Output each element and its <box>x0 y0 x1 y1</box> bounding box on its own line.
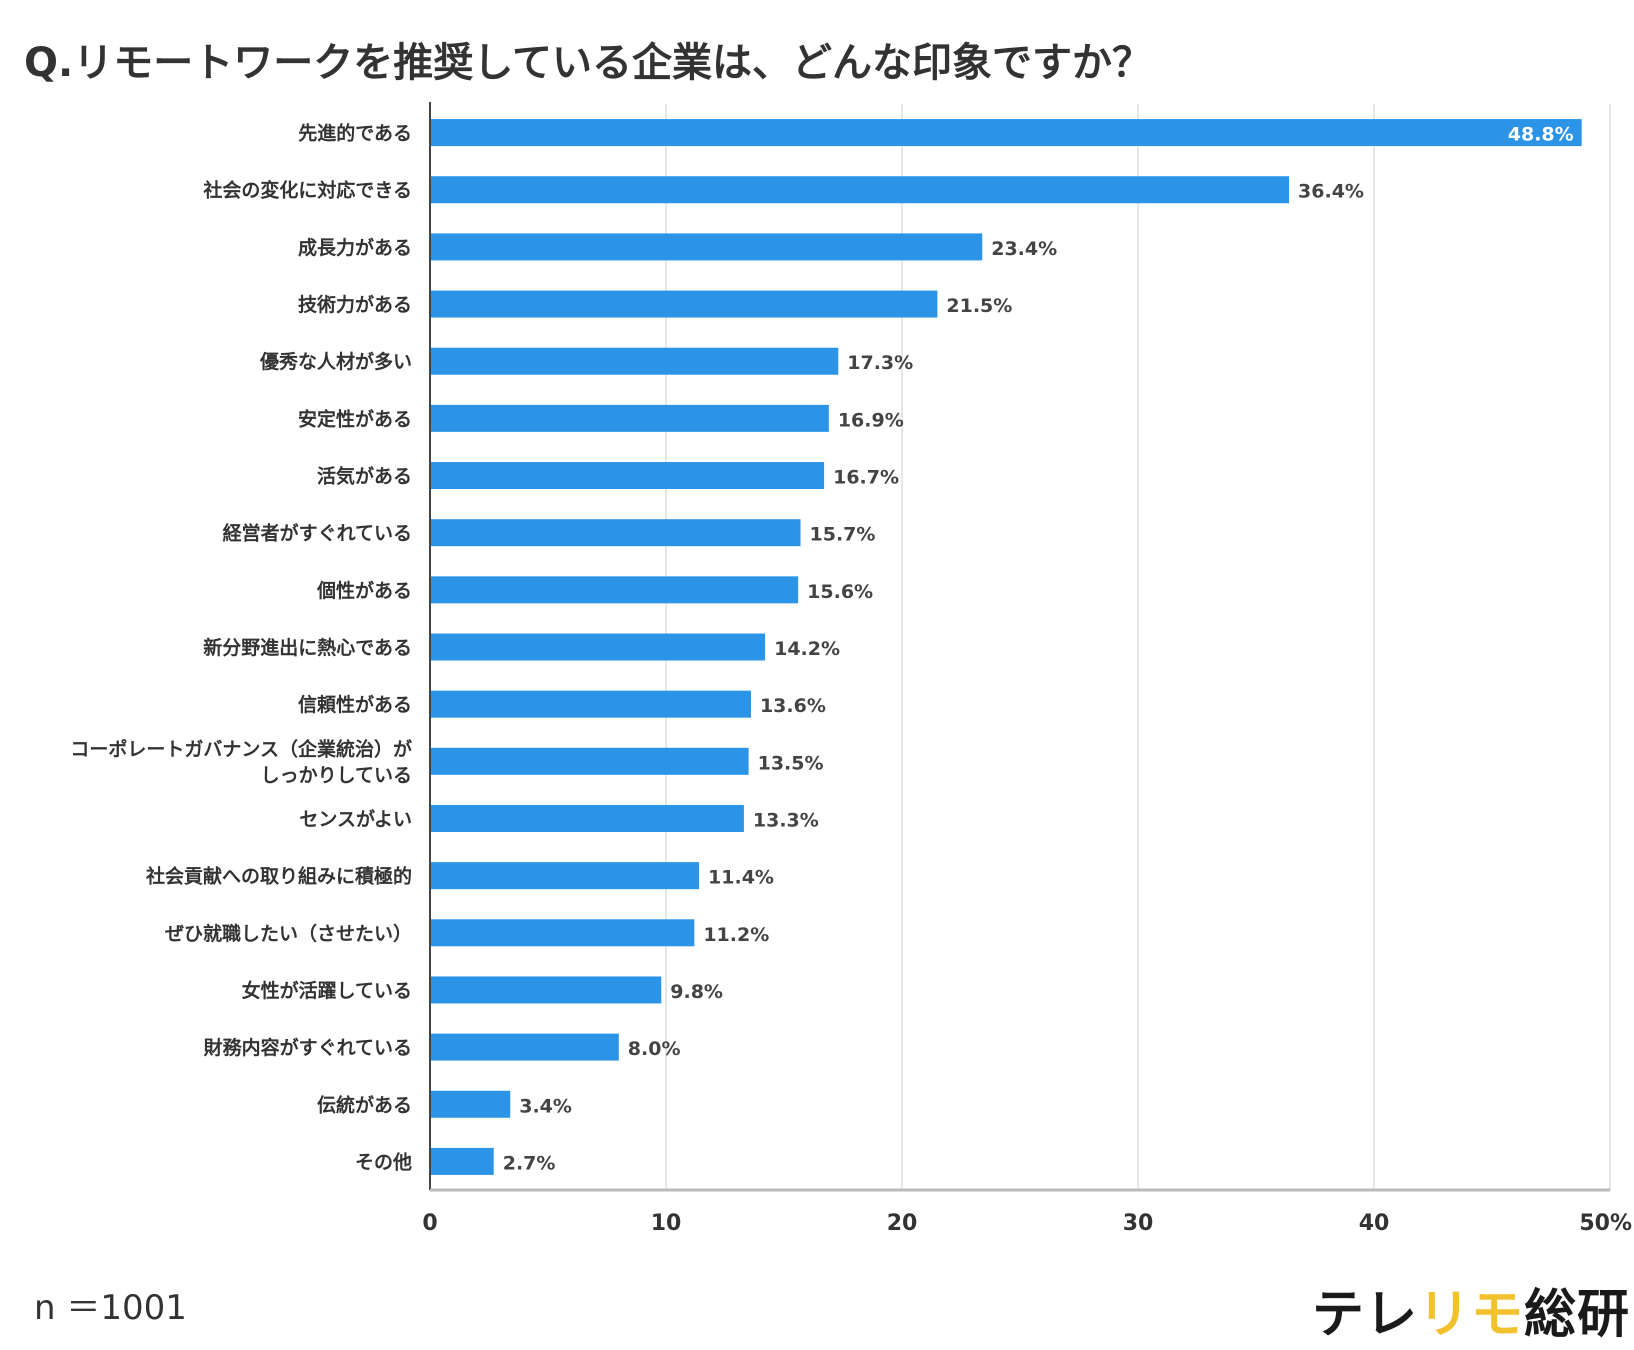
value-label: 11.4% <box>708 867 774 889</box>
bar <box>430 462 825 490</box>
category-label: コーポレートガバナンス（企業統治）が <box>70 737 412 760</box>
category-label: 優秀な人材が多い <box>259 350 412 373</box>
category-label: 新分野進出に熱心である <box>203 636 412 659</box>
bar <box>430 176 1290 204</box>
category-label: 成長力がある <box>298 236 412 259</box>
bar <box>430 633 766 661</box>
category-label: センスがよい <box>299 807 412 830</box>
category-label: ぜひ就職したい（させたい） <box>165 922 412 945</box>
sample-size: n ＝1001 <box>34 1288 187 1328</box>
category-label: 女性が活躍している <box>242 979 412 1002</box>
bar <box>430 862 700 890</box>
category-label: 経営者がすぐれている <box>223 522 412 545</box>
category-label: 技術力がある <box>298 293 412 316</box>
value-label: 13.3% <box>753 809 819 831</box>
bar <box>430 404 829 432</box>
bar <box>430 519 801 547</box>
x-tick-label: 40 <box>1359 1211 1390 1236</box>
x-tick-labels: 0 10 20 30 40 50% <box>422 1211 1632 1236</box>
bar-chart: 先進的である社会の変化に対応できる成長力がある技術力がある優秀な人材が多い安定性… <box>70 102 1632 1236</box>
bar <box>430 747 749 775</box>
value-label: 9.8% <box>670 981 723 1003</box>
logo-part-3: 総研 <box>1523 1285 1630 1345</box>
x-tick-label: 10 <box>651 1211 682 1236</box>
logo-part-2: リモ <box>1417 1285 1524 1345</box>
value-label: 48.8% <box>1508 124 1574 146</box>
bar <box>430 290 938 318</box>
value-label: 17.3% <box>847 352 913 374</box>
value-label: 15.7% <box>810 524 876 546</box>
bar <box>430 690 751 718</box>
value-label: 16.9% <box>838 409 904 431</box>
category-labels: 先進的である社会の変化に対応できる成長力がある技術力がある優秀な人材が多い安定性… <box>70 122 412 1174</box>
category-label: 財務内容がすぐれている <box>204 1036 412 1059</box>
x-tick-label: 20 <box>887 1211 918 1236</box>
category-label: その他 <box>355 1150 412 1173</box>
chart-title: Q.リモートワークを推奨している企業は、どんな印象ですか？ <box>24 40 1152 86</box>
value-label: 14.2% <box>774 638 840 660</box>
category-label: 社会の変化に対応できる <box>202 179 412 202</box>
bar <box>430 233 983 261</box>
x-tick-label: 30 <box>1123 1211 1154 1236</box>
value-label: 8.0% <box>628 1038 681 1060</box>
value-label: 21.5% <box>946 295 1012 317</box>
value-label: 36.4% <box>1298 181 1364 203</box>
logo-part-1: テレ <box>1311 1285 1418 1345</box>
category-label: 社会貢献への取り組みに積極的 <box>145 865 412 888</box>
axes <box>429 102 1610 1192</box>
category-label: 安定性がある <box>298 407 412 430</box>
value-label: 11.2% <box>703 924 769 946</box>
bar <box>430 347 839 375</box>
bar <box>430 1090 511 1118</box>
category-label: 先進的である <box>298 122 412 145</box>
category-label: 信頼性がある <box>298 693 412 716</box>
value-label: 16.7% <box>833 467 899 489</box>
value-label: 2.7% <box>503 1152 556 1174</box>
category-label: 伝統がある <box>317 1093 412 1116</box>
bar <box>430 119 1582 147</box>
category-label: しっかりしている <box>261 764 412 786</box>
bar <box>430 804 744 832</box>
bar <box>430 1033 619 1061</box>
value-label: 13.6% <box>760 695 826 717</box>
bar <box>430 919 695 947</box>
brand-logo: テレリモ総研 <box>1312 1272 1630 1347</box>
value-label: 15.6% <box>807 581 873 603</box>
bar <box>430 1147 494 1175</box>
x-tick-label: 50% <box>1579 1211 1632 1236</box>
x-tick-label: 0 <box>422 1211 437 1236</box>
bars <box>430 119 1582 1175</box>
bar <box>430 976 662 1004</box>
value-label: 13.5% <box>758 752 824 774</box>
grid-lines <box>665 104 1611 1190</box>
value-label: 3.4% <box>519 1095 572 1117</box>
category-label: 活気がある <box>317 465 412 488</box>
value-labels: 48.8% 36.4% 23.4% 21.5% 17.3% 16.9% 16.7% 15.7%… <box>503 124 1574 1175</box>
category-label: 個性がある <box>316 579 412 602</box>
bar <box>430 576 799 604</box>
value-label: 23.4% <box>991 238 1057 260</box>
